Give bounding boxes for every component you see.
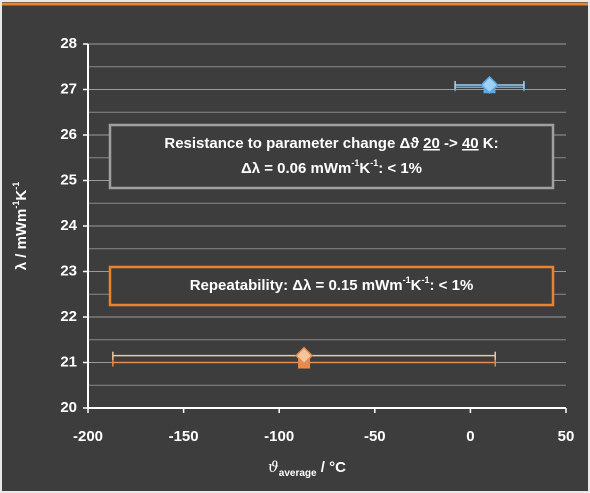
annotation-text: Δλ = 0.06 mWm-1K-1: < 1%: [241, 158, 422, 177]
annotation-box: [108, 265, 555, 307]
text-segment: Δλ = 0.06 mWm: [241, 160, 351, 177]
text-segment: -1: [11, 201, 21, 209]
marker: [480, 75, 499, 95]
annotation-box: [108, 123, 555, 190]
x-tick-label: 0: [466, 428, 474, 445]
annotation-text: Repeatability: Δλ = 0.15 mWm-1K-1: < 1%: [190, 275, 474, 294]
text-segment: -1: [351, 158, 359, 168]
y-axis-label: λ / mWm-1K-1: [11, 182, 30, 271]
text-segment: -1: [370, 158, 378, 168]
text-segment: / °C: [317, 459, 347, 476]
text-segment: : < 1%: [430, 277, 474, 294]
text-segment: Resistance to parameter change Δϑ: [164, 135, 423, 152]
text-segment: λ / mWm: [13, 209, 30, 271]
text-segment: K: [13, 190, 30, 201]
text-segment: -1: [422, 275, 430, 285]
text-segment: ϑ: [268, 458, 279, 476]
text-segment: K: [359, 160, 370, 177]
text-segment: 20: [423, 135, 440, 152]
text-segment: ->: [440, 135, 462, 152]
y-tick-label: 20: [60, 399, 77, 416]
x-tick-label: -50: [364, 428, 386, 445]
y-tick-label: 26: [60, 126, 77, 143]
y-tick-label: 24: [60, 217, 77, 234]
text-segment: : < 1%: [378, 160, 422, 177]
y-tick-label: 27: [60, 80, 77, 97]
x-axis-label: ϑaverage / °C: [268, 458, 346, 479]
text-segment: K:: [479, 135, 499, 152]
y-tick-label: 28: [60, 35, 77, 52]
text-segment: K: [411, 277, 422, 294]
x-tick-label: -200: [73, 428, 103, 445]
text-segment: -1: [11, 182, 21, 190]
text-segment: Repeatability: Δλ = 0.15 mWm: [190, 277, 403, 294]
x-tick-label: 50: [558, 428, 575, 445]
y-tick-label: 22: [60, 308, 77, 325]
text-segment: 40: [462, 135, 479, 152]
marker: [294, 346, 314, 365]
x-tick-label: -100: [264, 428, 294, 445]
x-tick-label: -150: [169, 428, 199, 445]
y-tick-label: 21: [60, 353, 77, 370]
annotation-text: Resistance to parameter change Δϑ 20 -> …: [164, 135, 498, 152]
y-tick-label: 25: [60, 171, 77, 188]
text-segment: average: [279, 468, 317, 479]
text-segment: -1: [403, 275, 411, 285]
y-tick-label: 23: [60, 262, 77, 279]
